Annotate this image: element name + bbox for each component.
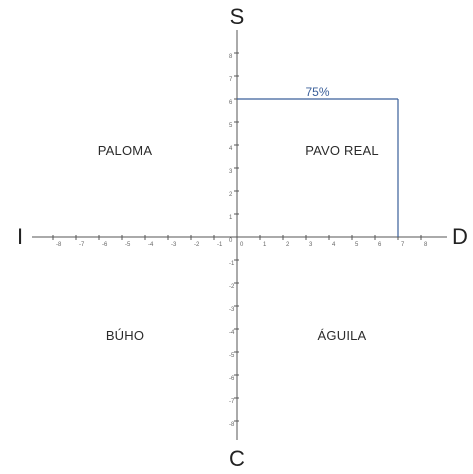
y-tick-label: 0 [229,238,233,244]
x-tick-label: 0 [240,242,244,248]
y-tick-label: -5 [229,353,235,359]
y-tick-label: -6 [229,376,235,382]
x-tick-label: 6 [378,242,382,248]
y-tick-label: -1 [229,261,235,267]
quadrant-label-top-right: PAVO REAL [305,143,379,158]
result-percentage-label: 75% [305,85,329,99]
x-tick-label: -3 [171,242,177,248]
x-tick-label: 1 [263,242,267,248]
y-tick-label: -4 [229,330,235,336]
y-tick-label: 1 [229,215,233,221]
y-tick-label: 8 [229,54,233,60]
x-tick-label: -6 [102,242,108,248]
y-tick-label: -8 [229,422,235,428]
pole-label-right: D [452,224,468,249]
pole-label-top: S [230,4,245,29]
y-tick-label: 5 [229,123,233,129]
y-tick-label: 7 [229,77,233,83]
x-tick-label: 5 [355,242,359,248]
x-tick-label: -5 [125,242,131,248]
y-tick-label: 2 [229,192,233,198]
quadrant-label-bottom-right: ÁGUILA [318,328,367,343]
y-tick-label: 4 [229,146,233,152]
x-tick-label: 8 [424,242,428,248]
x-axis-ticks: -8 -7 -6 -5 -4 -3 -2 -1 0 1 2 3 4 5 6 7 8 [52,235,428,248]
y-tick-label: -7 [229,399,235,405]
y-tick-label: -3 [229,307,235,313]
pole-label-left: I [17,224,23,249]
y-tick-label: 3 [229,169,233,175]
x-tick-label: -1 [217,242,223,248]
x-tick-label: -8 [56,242,62,248]
quadrant-label-top-left: PALOMA [98,143,153,158]
x-tick-label: 3 [309,242,313,248]
x-tick-label: 4 [332,242,336,248]
x-tick-label: -2 [194,242,200,248]
pole-label-bottom: C [229,446,245,471]
x-tick-label: -4 [148,242,154,248]
x-tick-label: 7 [401,242,405,248]
y-tick-label: -2 [229,284,235,290]
x-tick-label: -7 [79,242,85,248]
x-tick-label: 2 [286,242,290,248]
quadrant-label-bottom-left: BÚHO [106,328,144,343]
y-axis-ticks: 8 7 6 5 4 3 2 1 0 -1 -2 -3 -4 -5 -6 -7 -8 [229,52,239,428]
y-tick-label: 6 [229,100,233,106]
